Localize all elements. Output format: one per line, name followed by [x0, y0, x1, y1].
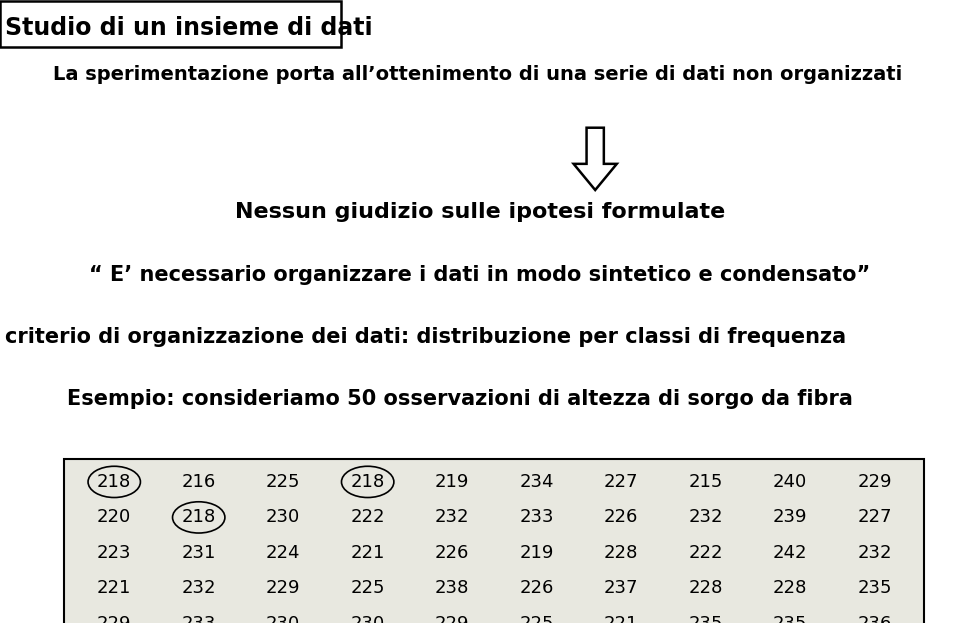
- Text: 215: 215: [688, 473, 723, 491]
- Text: 237: 237: [604, 579, 638, 597]
- Text: 229: 229: [97, 615, 132, 623]
- Text: 221: 221: [350, 544, 385, 562]
- Text: 229: 229: [435, 615, 469, 623]
- Text: 219: 219: [435, 473, 469, 491]
- Text: 225: 225: [519, 615, 554, 623]
- Text: 218: 218: [97, 473, 132, 491]
- Text: 226: 226: [519, 579, 554, 597]
- Text: 228: 228: [773, 579, 807, 597]
- Text: 235: 235: [773, 615, 807, 623]
- Text: 220: 220: [97, 508, 132, 526]
- Text: 227: 227: [857, 508, 892, 526]
- Text: 233: 233: [181, 615, 216, 623]
- Text: 234: 234: [519, 473, 554, 491]
- Text: criterio di organizzazione dei dati: distribuzione per classi di frequenza: criterio di organizzazione dei dati: dis…: [5, 327, 846, 347]
- Text: 224: 224: [266, 544, 300, 562]
- Text: 227: 227: [604, 473, 638, 491]
- Text: 242: 242: [773, 544, 807, 562]
- Text: 221: 221: [97, 579, 132, 597]
- Text: 235: 235: [857, 579, 892, 597]
- Text: Esempio: consideriamo 50 osservazioni di altezza di sorgo da fibra: Esempio: consideriamo 50 osservazioni di…: [67, 389, 853, 409]
- Bar: [0, 1, 341, 47]
- Text: 225: 225: [350, 579, 385, 597]
- Text: 228: 228: [604, 544, 638, 562]
- Text: 222: 222: [688, 544, 723, 562]
- Text: 232: 232: [435, 508, 469, 526]
- Text: 235: 235: [688, 615, 723, 623]
- Polygon shape: [574, 128, 616, 190]
- Bar: [64, 459, 924, 623]
- Text: 226: 226: [435, 544, 469, 562]
- Text: 230: 230: [266, 508, 300, 526]
- Text: 233: 233: [519, 508, 554, 526]
- Text: 238: 238: [435, 579, 469, 597]
- Text: 230: 230: [266, 615, 300, 623]
- Text: 218: 218: [350, 473, 385, 491]
- Text: La sperimentazione porta all’ottenimento di una serie di dati non organizzati: La sperimentazione porta all’ottenimento…: [53, 65, 902, 84]
- Text: 228: 228: [688, 579, 723, 597]
- Text: 232: 232: [181, 579, 216, 597]
- Text: “ E’ necessario organizzare i dati in modo sintetico e condensato”: “ E’ necessario organizzare i dati in mo…: [89, 265, 871, 285]
- Text: 223: 223: [97, 544, 132, 562]
- Text: 216: 216: [181, 473, 216, 491]
- Text: 219: 219: [519, 544, 554, 562]
- Text: 232: 232: [688, 508, 723, 526]
- Text: 230: 230: [350, 615, 385, 623]
- Text: 239: 239: [773, 508, 807, 526]
- Text: 229: 229: [857, 473, 892, 491]
- Text: 221: 221: [604, 615, 638, 623]
- Text: Studio di un insieme di dati: Studio di un insieme di dati: [5, 16, 372, 40]
- Text: 218: 218: [181, 508, 216, 526]
- Text: 232: 232: [857, 544, 892, 562]
- Text: 240: 240: [773, 473, 807, 491]
- Text: 226: 226: [604, 508, 638, 526]
- Text: Nessun giudizio sulle ipotesi formulate: Nessun giudizio sulle ipotesi formulate: [235, 202, 725, 222]
- Text: 231: 231: [181, 544, 216, 562]
- Text: 229: 229: [266, 579, 300, 597]
- Text: 236: 236: [857, 615, 892, 623]
- Text: 225: 225: [266, 473, 300, 491]
- Text: 222: 222: [350, 508, 385, 526]
